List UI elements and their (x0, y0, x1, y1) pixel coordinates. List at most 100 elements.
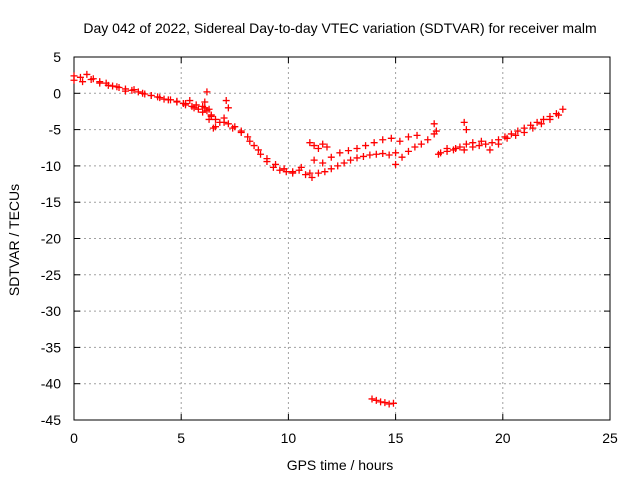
data-point (432, 127, 440, 135)
data-point (366, 151, 374, 159)
data-point (546, 115, 554, 123)
data-point (220, 118, 228, 126)
data-point (404, 133, 412, 141)
data-point (512, 131, 520, 139)
data-point (379, 136, 387, 144)
data-point (434, 150, 442, 158)
y-tick-label: -15 (41, 194, 61, 210)
data-point (160, 95, 168, 103)
data-point (289, 168, 297, 176)
data-point (387, 134, 395, 142)
data-point (134, 88, 142, 96)
data-point (396, 137, 404, 145)
y-tick-label: 5 (53, 49, 61, 65)
data-point (372, 150, 380, 158)
data-point (280, 165, 288, 173)
data-point (173, 97, 181, 105)
data-point (308, 174, 316, 182)
data-point (323, 143, 331, 151)
data-point (83, 70, 91, 78)
data-point (469, 139, 477, 147)
data-point (359, 152, 367, 160)
data-point (456, 143, 464, 151)
series-arc-11 (368, 395, 397, 408)
y-tick-label: 0 (53, 85, 61, 101)
data-point (392, 149, 400, 157)
data-point (334, 162, 342, 170)
data-point (263, 155, 271, 163)
y-tick-label: -30 (41, 303, 61, 319)
data-point (452, 144, 460, 152)
y-axis-label: SDTVAR / TECUs (6, 184, 22, 296)
data-point (344, 147, 352, 155)
axis-ticks: 0 5 10 15 20 25 5 0 -5 -10 -15 -20 -25 -30 -35 -40 -45 (41, 49, 618, 446)
data-point (310, 156, 318, 164)
data-point (302, 171, 310, 179)
data-point (327, 153, 335, 161)
data-point (224, 120, 232, 128)
data-point (392, 160, 400, 168)
data-point (336, 149, 344, 157)
data-point (486, 146, 494, 154)
data-point (209, 124, 217, 132)
x-tick-label: 20 (495, 430, 511, 446)
data-point (424, 136, 432, 144)
data-point (362, 142, 370, 150)
data-point (411, 143, 419, 151)
grid (74, 57, 610, 420)
data-point (537, 120, 545, 128)
data-point (306, 139, 314, 147)
data-point (340, 159, 348, 167)
x-tick-label: 10 (281, 430, 297, 446)
data-point (321, 168, 329, 176)
data-point (520, 129, 528, 137)
data-point (246, 137, 254, 145)
data-point (224, 104, 232, 112)
data-point (194, 105, 202, 113)
data-point (413, 131, 421, 139)
x-tick-label: 15 (388, 430, 404, 446)
data-point (201, 98, 209, 106)
data-point (205, 115, 213, 123)
data-point (495, 140, 503, 148)
data-point (398, 153, 406, 161)
y-tick-label: -25 (41, 267, 61, 283)
data-point (314, 144, 322, 152)
y-tick-label: -10 (41, 158, 61, 174)
data-point (404, 147, 412, 155)
data-point (96, 79, 104, 87)
data-point (430, 120, 438, 128)
data-point (477, 137, 485, 145)
data-point (533, 118, 541, 126)
series-arc-6 (310, 131, 421, 167)
data-point (417, 140, 425, 148)
data-point (87, 76, 95, 84)
data-point (314, 169, 322, 177)
data-point (385, 151, 393, 159)
data-point (555, 111, 563, 119)
series-arc-10 (430, 118, 470, 135)
data-point (186, 97, 194, 105)
data-point (244, 133, 252, 141)
data-point (76, 73, 84, 81)
series-arc-8 (392, 105, 567, 168)
x-tick-label: 0 (70, 430, 78, 446)
y-tick-label: -35 (41, 339, 61, 355)
data-point (377, 398, 385, 406)
data-point (353, 144, 361, 152)
data-point (70, 76, 78, 84)
data-point (514, 127, 522, 135)
series-arc-5 (201, 88, 232, 132)
series-arc-2 (70, 76, 215, 119)
data-point (130, 86, 138, 94)
data-point (113, 83, 121, 91)
data-point (559, 105, 567, 113)
data-point (379, 150, 387, 158)
data-point (488, 139, 496, 147)
data-point (276, 166, 284, 174)
data-point (460, 146, 468, 154)
data-point (310, 142, 318, 150)
data-point (212, 115, 220, 123)
y-tick-label: -20 (41, 231, 61, 247)
